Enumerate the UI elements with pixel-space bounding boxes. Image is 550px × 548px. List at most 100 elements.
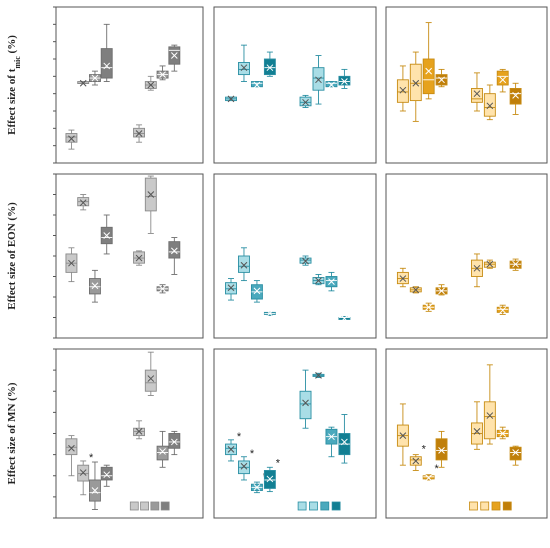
box-1-2-0-3 <box>435 284 448 296</box>
box-1-1-0-1 <box>238 247 250 282</box>
box-mean-marker <box>473 428 481 435</box>
box-1-2-1-0 <box>471 253 483 288</box>
box-0-2-1-2 <box>496 68 509 93</box>
box-2-2-0-0 <box>396 403 409 466</box>
box-2-2-1-2 <box>496 426 509 440</box>
box-mean-marker <box>315 76 322 84</box>
box-2-1-1-1 <box>312 372 325 379</box>
box-2-0-0-2 <box>89 461 101 510</box>
box-mean-marker <box>341 315 348 322</box>
box-1-2-1-2 <box>496 304 509 315</box>
box-2-0-1-3 <box>168 430 181 456</box>
box-1-0-0-2 <box>89 269 101 303</box>
box-body <box>509 88 522 105</box>
box-mean-marker <box>399 275 407 282</box>
box-mean-marker <box>486 102 494 110</box>
box-0-0-1-2 <box>156 65 169 81</box>
box-body <box>435 438 448 461</box>
y-axis-title-part: mic <box>13 56 22 69</box>
box-mean-marker <box>486 260 494 268</box>
box-0-1-0-3 <box>263 51 276 77</box>
box-0-2-0-3 <box>435 68 448 88</box>
legend-swatch <box>469 501 478 511</box>
box-body <box>65 133 78 143</box>
box-mean-marker <box>147 191 155 198</box>
box-mean-marker <box>253 484 261 491</box>
box-mean-marker <box>147 375 155 382</box>
legend-swatch <box>129 501 139 511</box>
box-mean-marker <box>473 264 481 272</box>
box-body <box>325 81 338 88</box>
box-2-0-0-0 <box>65 435 78 477</box>
legend-swatch <box>297 501 307 511</box>
box-1-0-0-1 <box>77 194 90 211</box>
legend-swatch <box>331 501 341 511</box>
box-mean-marker <box>425 67 433 75</box>
box-mean-marker <box>412 286 420 294</box>
box-0-0-1-3 <box>168 44 181 72</box>
box-2-0-0-1 <box>77 460 90 496</box>
box-1-0-1-2 <box>156 284 169 294</box>
box-mean-marker <box>79 79 87 87</box>
box-mean-marker <box>499 430 507 437</box>
box-0-2-1-1 <box>483 84 496 121</box>
box-body <box>299 390 312 420</box>
legend-swatch <box>150 501 160 511</box>
significance-star: * <box>237 431 242 443</box>
significance-star: * <box>422 444 427 456</box>
legend-swatch <box>502 501 512 511</box>
box-0-2-0-0 <box>396 65 409 112</box>
box-1-2-0-1 <box>409 286 422 294</box>
box-mean-marker <box>412 457 420 465</box>
box-mean-marker <box>103 62 111 70</box>
box-mean-marker <box>91 74 99 82</box>
box-mean-marker <box>79 469 87 476</box>
box-body <box>509 446 522 461</box>
box-mean-marker <box>147 81 155 89</box>
box-2-2-1-0 <box>471 401 483 450</box>
box-mean-marker <box>135 428 143 435</box>
box-2-1-0-1 <box>238 456 250 481</box>
box-0-0-0-1 <box>77 79 90 87</box>
box-body <box>483 401 496 440</box>
box-mean-marker <box>266 475 274 483</box>
y-axis-title-part: Effect size of MN (%) <box>6 382 18 484</box>
box-mean-marker <box>499 306 507 314</box>
box-2-2-0-1 <box>409 454 422 471</box>
y-axis-title-part: Effect size of t <box>6 68 18 135</box>
box-2-2-1-1 <box>483 364 496 445</box>
box-body <box>250 81 263 88</box>
box-body <box>65 438 78 456</box>
box-0-1-0-1 <box>238 44 250 82</box>
box-2-1-0-2 <box>250 481 263 494</box>
marks-layer: ******* <box>65 22 522 510</box>
box-1-0-1-3 <box>168 237 181 275</box>
box-body <box>100 48 113 79</box>
box-1-1-1-1 <box>312 274 325 286</box>
legend-swatch <box>309 501 318 511</box>
box-mean-marker <box>399 432 407 439</box>
box-0-2-1-3 <box>509 82 522 115</box>
box-2-1-1-0 <box>299 369 312 429</box>
box-mean-marker <box>159 285 166 293</box>
box-body <box>338 75 351 86</box>
box-mean-marker <box>159 71 166 78</box>
box-mean-marker <box>68 259 75 267</box>
box-mean-marker <box>227 95 235 103</box>
panel-frame <box>385 173 548 339</box>
box-mean-marker <box>170 52 178 59</box>
box-1-1-0-2 <box>250 280 263 303</box>
box-1-2-0-0 <box>396 267 409 288</box>
box-mean-marker <box>425 474 433 482</box>
box-mean-marker <box>240 261 248 269</box>
box-0-2-0-1 <box>409 51 422 122</box>
box-1-1-0-0 <box>225 278 237 301</box>
box-2-2-0-2 <box>422 474 435 482</box>
box-body <box>483 93 496 117</box>
box-body <box>144 369 157 392</box>
box-0-0-1-1 <box>144 75 157 91</box>
box-1-1-1-2 <box>325 271 338 292</box>
axes-layer <box>53 6 56 519</box>
box-mean-marker <box>328 278 335 285</box>
box-body <box>409 63 422 102</box>
